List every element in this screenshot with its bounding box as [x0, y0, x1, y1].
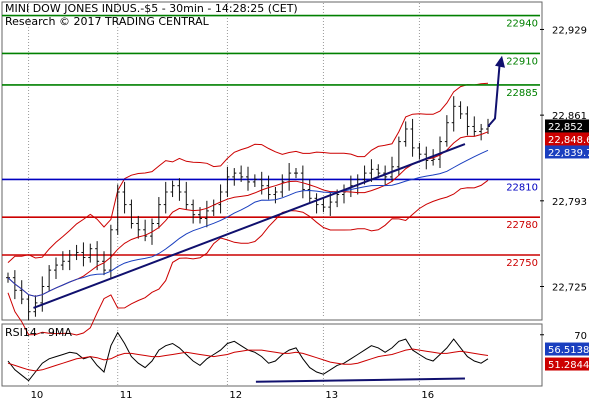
price-tag-bg: [545, 119, 589, 133]
moving-average-long: [7, 149, 489, 297]
bollinger-bands: [7, 82, 489, 336]
x-tick-label: 12: [229, 390, 242, 400]
rsi-line-rsi14: [7, 331, 489, 382]
rsi-tag-bg: [545, 357, 589, 371]
trendlines: [33, 55, 505, 309]
lower-band: [7, 179, 489, 336]
price-tag: 22,852: [548, 122, 583, 133]
rsi-series: [7, 331, 489, 383]
price-bars: [6, 96, 490, 321]
x-axis-ticks: 10 11 12 13 16: [31, 390, 435, 400]
price-tag-bg: [545, 145, 589, 159]
y-axis-ticks: 22,929 22,861 22,793 22,725 70: [540, 25, 587, 342]
x-tick-label: 13: [325, 390, 338, 400]
level-label: 22940: [506, 19, 538, 30]
y-tick-label: 22,861: [552, 111, 587, 122]
level-label: 22810: [506, 182, 538, 193]
level-label: 22780: [506, 220, 538, 231]
vertical-grid: [28, 3, 420, 386]
x-tick-label: 11: [120, 390, 133, 400]
y-tick-label: 22,929: [552, 25, 587, 36]
x-tick-label: 10: [31, 390, 44, 400]
level-label: 22885: [506, 88, 538, 99]
horizontal-levels: 22940 22910 22885 22810 22780 22750: [2, 14, 540, 269]
price-tag-bg: [545, 132, 589, 146]
x-tick-label: 16: [421, 390, 434, 400]
chart-title: MINI DOW JONES INDUS.-$5 - 30min - 14:28…: [5, 2, 298, 15]
price-panel-frame: [1, 1, 543, 321]
moving-average-short: [7, 131, 489, 297]
price-tags: 22,852 22,848.6 22,839.7 56.5138 51.2844: [545, 119, 590, 371]
level-label: 22750: [506, 258, 538, 269]
rsi-panel-frame: [1, 323, 543, 387]
rsi-tag: 56.5138: [548, 345, 589, 356]
level-label: 22910: [506, 56, 538, 67]
rsi-tag: 51.2844: [548, 360, 589, 371]
rsi-tag-bg: [545, 342, 589, 356]
y-tick-label: 22,793: [552, 197, 587, 208]
rsi-tick-label: 70: [574, 331, 587, 342]
support-trendline: [33, 143, 466, 309]
chart-subtitle: Research © 2017 TRADING CENTRAL: [5, 15, 210, 28]
y-tick-label: 22,725: [552, 283, 587, 294]
rsi-line-9ma: [7, 348, 489, 372]
moving-average-lines: [7, 131, 489, 297]
upper-band: [7, 82, 489, 263]
projection-arrow: [487, 59, 501, 128]
price-tag: 22,848.6: [548, 135, 590, 146]
projection-arrowhead: [495, 55, 505, 68]
indicator-title: RSI14 - 9MA: [5, 326, 72, 339]
rsi-trendline: [255, 377, 465, 383]
price-tag: 22,839.7: [548, 148, 590, 159]
